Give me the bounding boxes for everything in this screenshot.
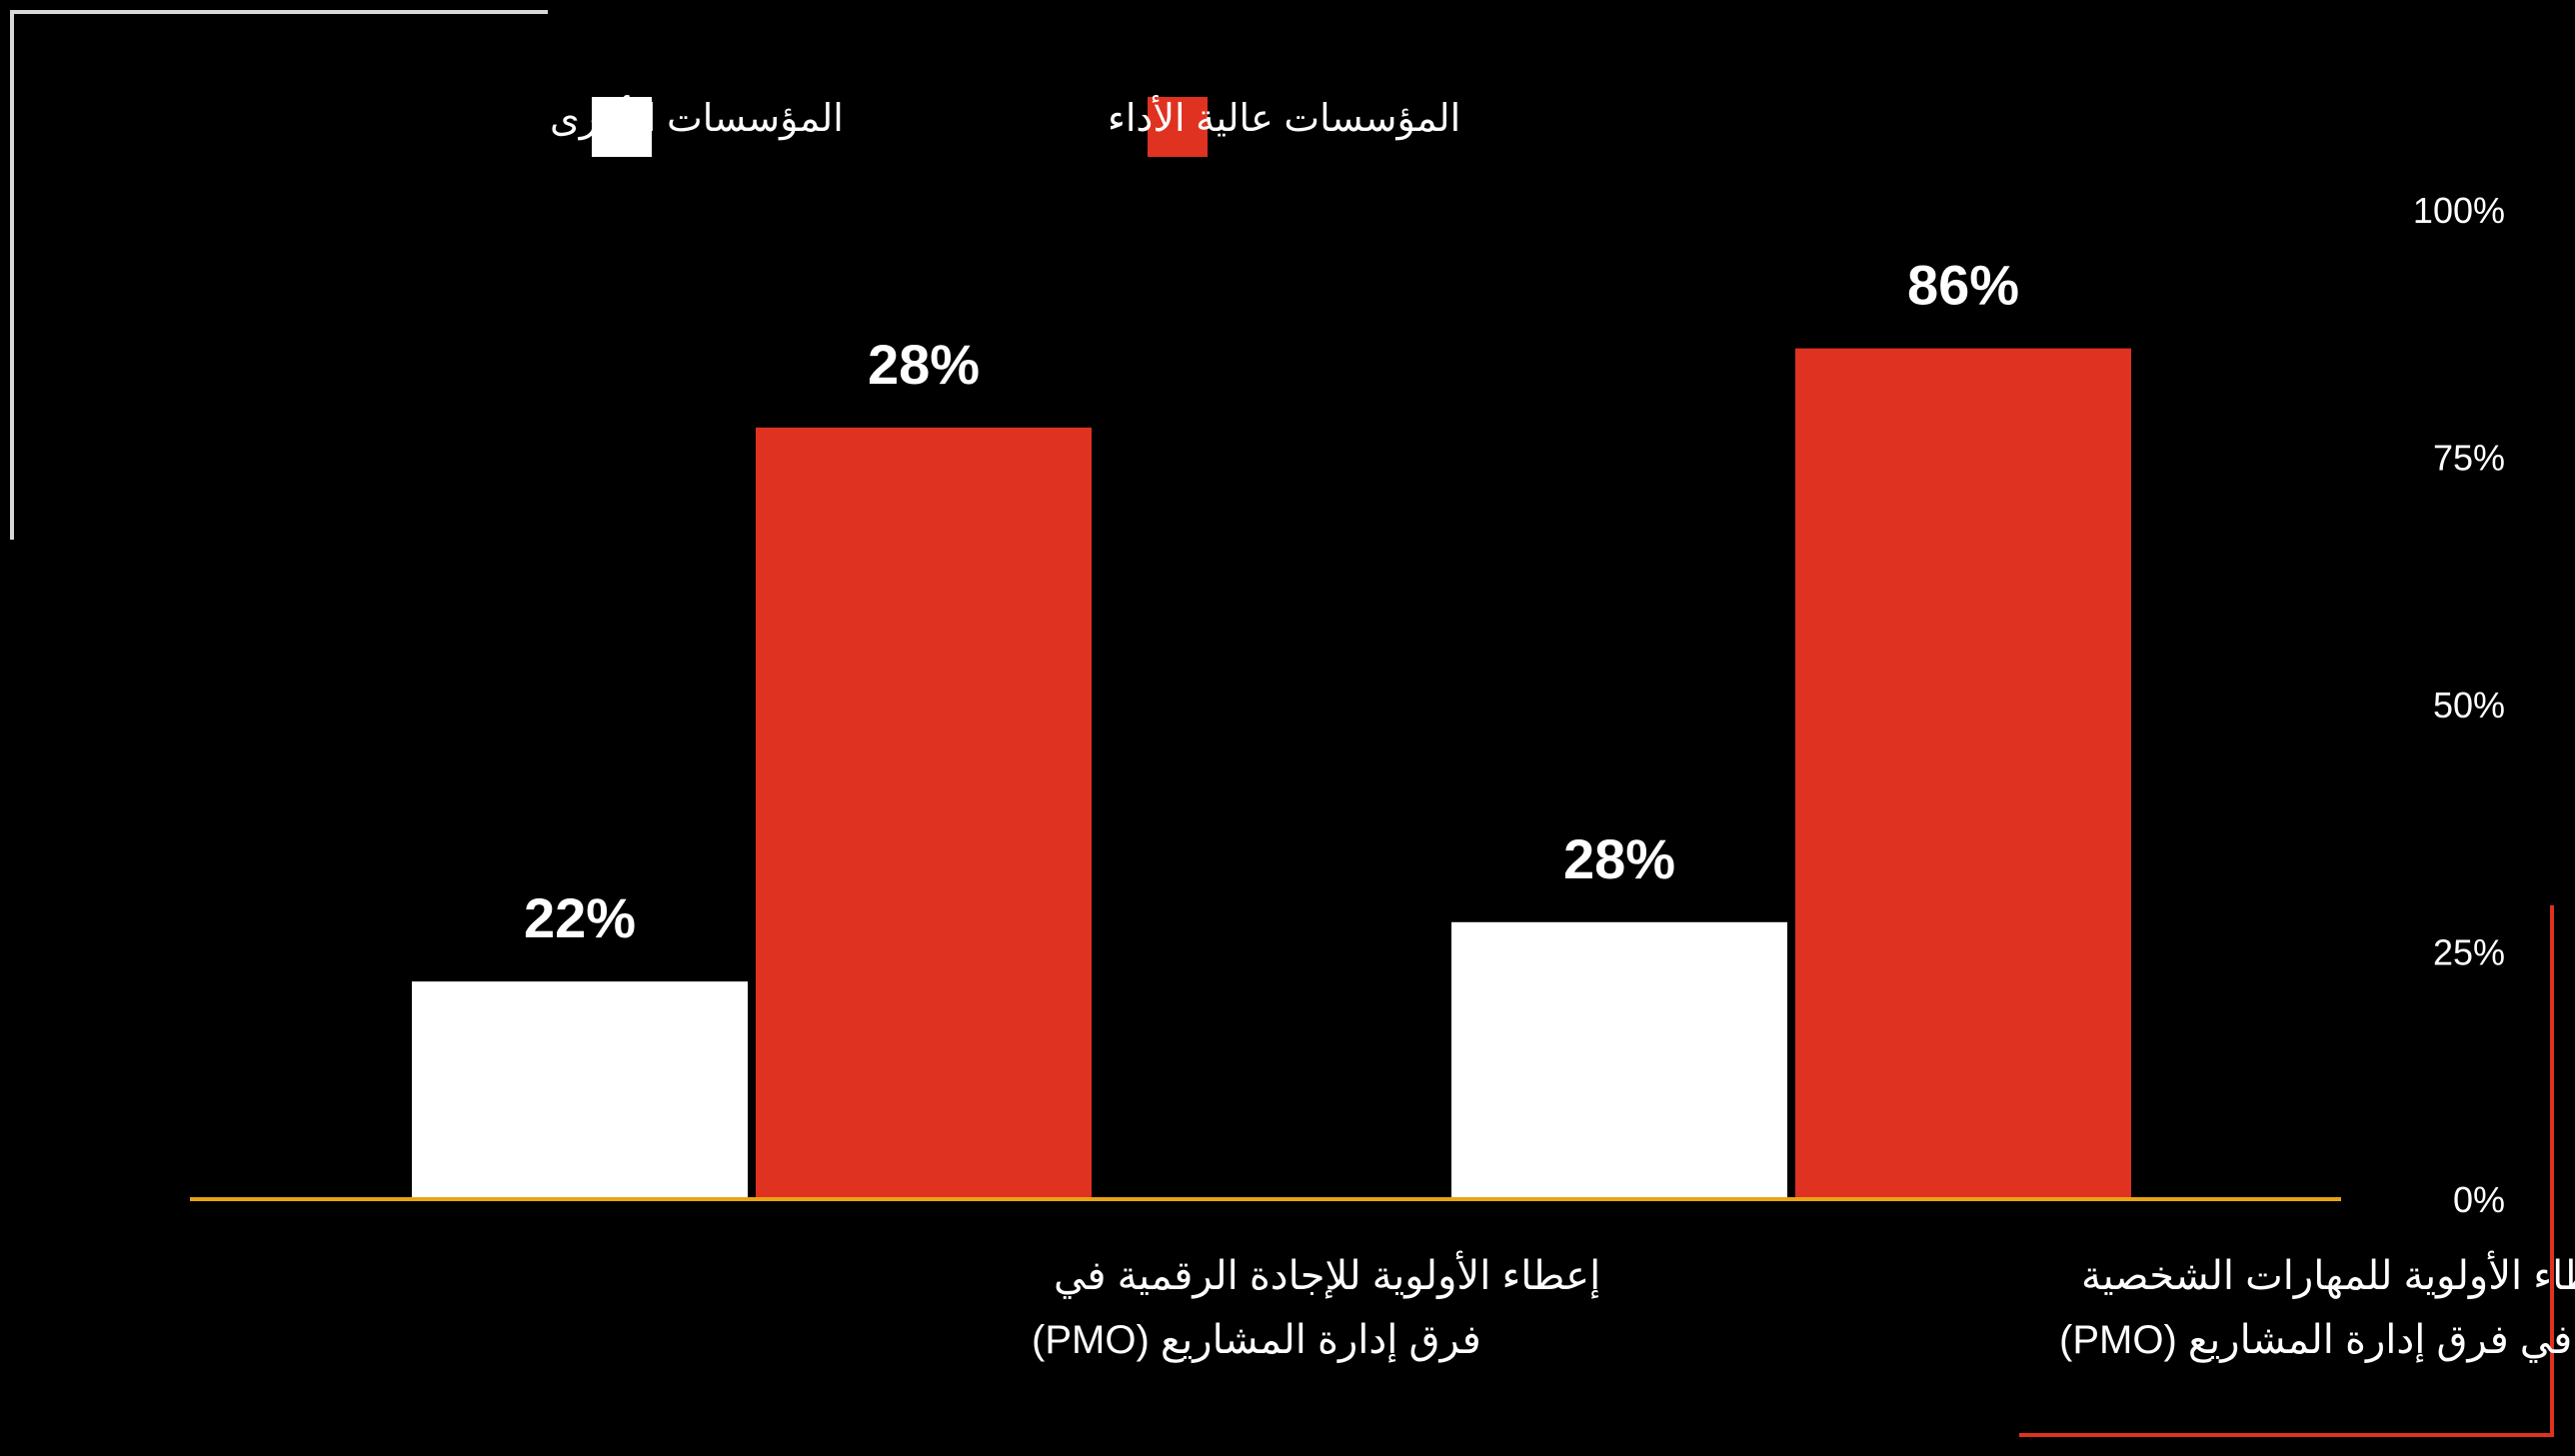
y-tick-label: 75% [2433, 438, 2505, 479]
y-tick-label: 50% [2433, 685, 2505, 726]
legend-swatch-others [592, 97, 652, 157]
legend-item-high-performing: المؤسسات عالية الأداء [1108, 94, 1460, 157]
category-label-1-line-1: إعطاء الأولوية للإجادة الرقمية في [1054, 1250, 1600, 1299]
x-axis-category-labels: إعطاء الأولوية للإجادة الرقمية في فرق إدا… [1032, 1250, 2575, 1363]
bar-others-1 [412, 981, 748, 1199]
y-tick-label: 25% [2433, 932, 2505, 973]
bar-high-performing-2 [1795, 348, 2131, 1200]
y-axis: 100% 75% 50% 25% 0% [2413, 190, 2505, 1220]
bar-label-high-performing-1: 28% [868, 333, 980, 396]
legend-label-others: المؤسسات الأخرى [550, 94, 844, 141]
y-tick-label: 100% [2413, 190, 2505, 231]
y-tick-label: 0% [2453, 1179, 2505, 1220]
bar-label-others-1: 22% [524, 886, 636, 949]
legend: المؤسسات عالية الأداء المؤسسات الأخرى [550, 94, 1460, 157]
bar-high-performing-1 [756, 427, 1092, 1199]
bar-label-high-performing-2: 86% [1907, 254, 2019, 317]
bars [412, 348, 2131, 1200]
legend-swatch-high-performing [1148, 97, 1208, 157]
corner-frame-top-left [10, 10, 548, 540]
corner-frame-bottom-right [2019, 905, 2554, 1437]
legend-label-high-performing: المؤسسات عالية الأداء [1108, 94, 1460, 141]
bar-value-labels: 22% 28% 28% 86% [524, 254, 2019, 950]
legend-item-others: المؤسسات الأخرى [550, 94, 844, 157]
category-label-2-line-1: إعطاء الأولوية للمهارات الشخصية [2081, 1250, 2575, 1299]
bar-others-2 [1451, 921, 1787, 1199]
category-label-1-line-2: فرق إدارة المشاريع (PMO) [1032, 1318, 1481, 1363]
bar-label-others-2: 28% [1563, 827, 1675, 890]
category-label-2-line-2: في فرق إدارة المشاريع (PMO) [2059, 1318, 2572, 1363]
